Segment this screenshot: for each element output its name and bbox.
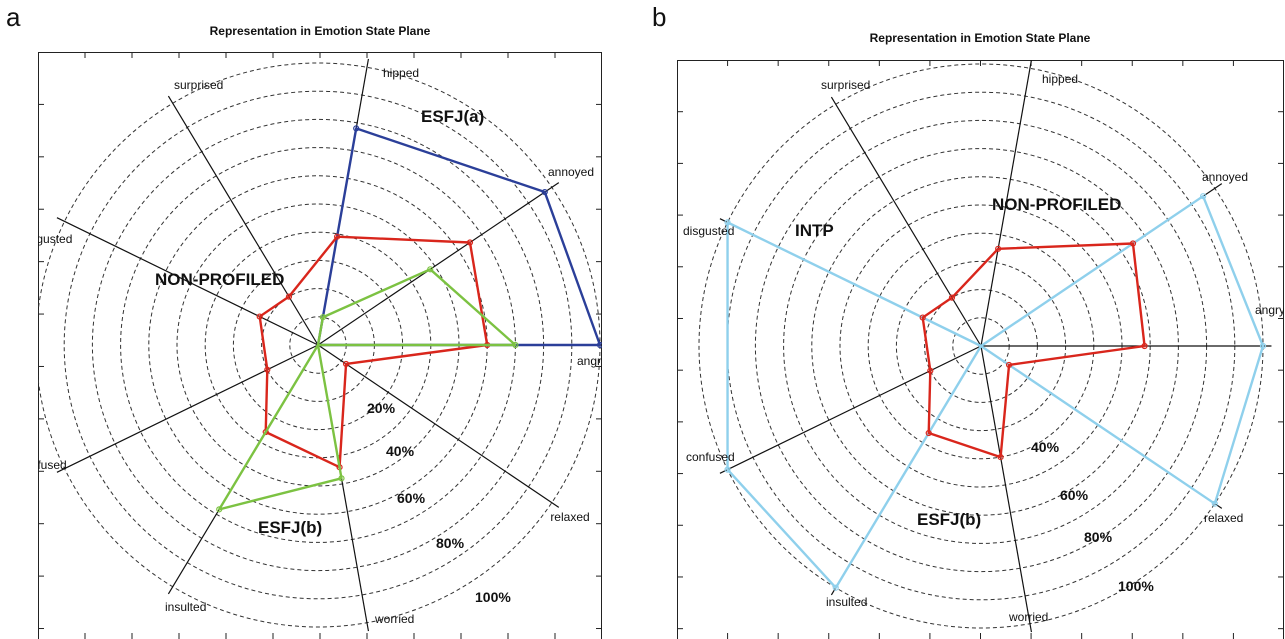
axis-label-surprised: surprised <box>174 78 223 92</box>
esfj-b-label-b: ESFJ(b) <box>917 510 981 529</box>
data-point <box>1005 361 1013 369</box>
esfj-a-label: ESFJ(a) <box>421 107 484 126</box>
axis-spoke-confused <box>56 344 319 473</box>
data-point <box>724 219 731 226</box>
axis-spoke-hipped <box>980 60 1033 347</box>
data-point <box>216 506 223 513</box>
axis-label-surprised: surprised <box>821 78 870 92</box>
axis-label-insulted: insulted <box>165 600 206 614</box>
axis-spoke-confused <box>719 345 982 474</box>
non-profiled-label-b: NON-PROFILED <box>992 195 1121 214</box>
axis-label-confused: confused <box>38 458 67 472</box>
axis-label-worried: worried <box>1008 610 1048 624</box>
data-point <box>262 428 269 436</box>
data-point <box>596 341 602 349</box>
data-point <box>995 245 1002 252</box>
axis-spoke-surprised <box>167 95 319 346</box>
data-point <box>427 266 434 273</box>
data-point <box>319 314 326 321</box>
axis-label-annoyed: annoyed <box>1202 170 1248 184</box>
panel-b-title: Representation in Emotion State Plane <box>869 31 1091 45</box>
axis-spoke-annoyed <box>317 182 560 346</box>
axis-label-confused: confused <box>686 450 735 464</box>
esfj-b-series <box>218 268 517 511</box>
data-point <box>512 341 519 349</box>
ring-label: 20% <box>367 400 396 416</box>
axis-label-angry: angry <box>1255 303 1284 317</box>
ring-label: 80% <box>1084 529 1113 545</box>
axis-spoke-worried <box>980 345 1033 633</box>
data-point <box>1199 193 1207 200</box>
axis-label-relaxed: relaxed <box>1204 511 1243 525</box>
axis-spoke-relaxed <box>317 344 560 508</box>
esfj-b-label-a: ESFJ(b) <box>258 518 322 537</box>
data-point <box>338 475 345 482</box>
radar-grid <box>698 60 1272 633</box>
ring-label: 60% <box>397 490 426 506</box>
ring-label: 40% <box>1031 439 1060 455</box>
plot-frame <box>677 60 1284 639</box>
ring-label: 80% <box>436 535 465 551</box>
data-point <box>285 293 293 300</box>
panel-a-title: Representation in Emotion State Plane <box>209 24 431 38</box>
non-profiled-series-b <box>921 242 1146 459</box>
axis-label-angry: angry <box>577 354 602 368</box>
data-point <box>264 366 271 373</box>
ring-label: 100% <box>1118 578 1154 594</box>
ring-label: 100% <box>475 589 511 605</box>
axis-label-disgusted: disgusted <box>683 224 734 238</box>
ring-label: 60% <box>1060 487 1089 503</box>
axis-label-hipped: hipped <box>1042 72 1078 86</box>
axis-label-disgusted: disgusted <box>38 232 72 246</box>
radar-chart-a: angry annoyed hipped surprised disgusted conf… <box>38 52 602 639</box>
panel-b-letter: b <box>652 2 667 32</box>
ring-label: 40% <box>386 443 415 459</box>
data-point <box>333 233 341 240</box>
data-point <box>724 466 731 473</box>
axis-spoke-surprised <box>830 96 982 347</box>
axis-label-relaxed: relaxed <box>550 510 589 524</box>
axis-label-annoyed: annoyed <box>548 165 594 179</box>
non-profiled-label-a: NON-PROFILED <box>155 270 284 289</box>
data-point <box>1211 500 1218 507</box>
data-point <box>1129 240 1137 247</box>
intp-series <box>726 194 1265 589</box>
non-profiled-series-a <box>258 235 489 469</box>
data-point <box>832 584 839 591</box>
intp-label: INTP <box>795 221 834 240</box>
axis-label-worried: worried <box>374 612 414 626</box>
axis-spoke-disgusted <box>56 217 319 346</box>
data-point <box>1141 342 1148 350</box>
data-point <box>342 360 350 368</box>
data-point <box>353 125 360 132</box>
data-point <box>927 367 934 374</box>
data-point <box>997 453 1004 461</box>
data-point <box>925 429 932 437</box>
data-point <box>541 188 548 196</box>
axis-label-insulted: insulted <box>826 595 867 609</box>
axis-label-hipped: hipped <box>383 66 419 80</box>
data-point <box>919 314 926 321</box>
data-point <box>256 313 263 320</box>
data-point <box>948 294 956 301</box>
data-point <box>1259 342 1267 350</box>
radar-chart-b: angry annoyed hipped surprised disgusted conf… <box>677 60 1284 639</box>
panel-a-letter: a <box>6 2 21 32</box>
data-point <box>466 239 474 246</box>
